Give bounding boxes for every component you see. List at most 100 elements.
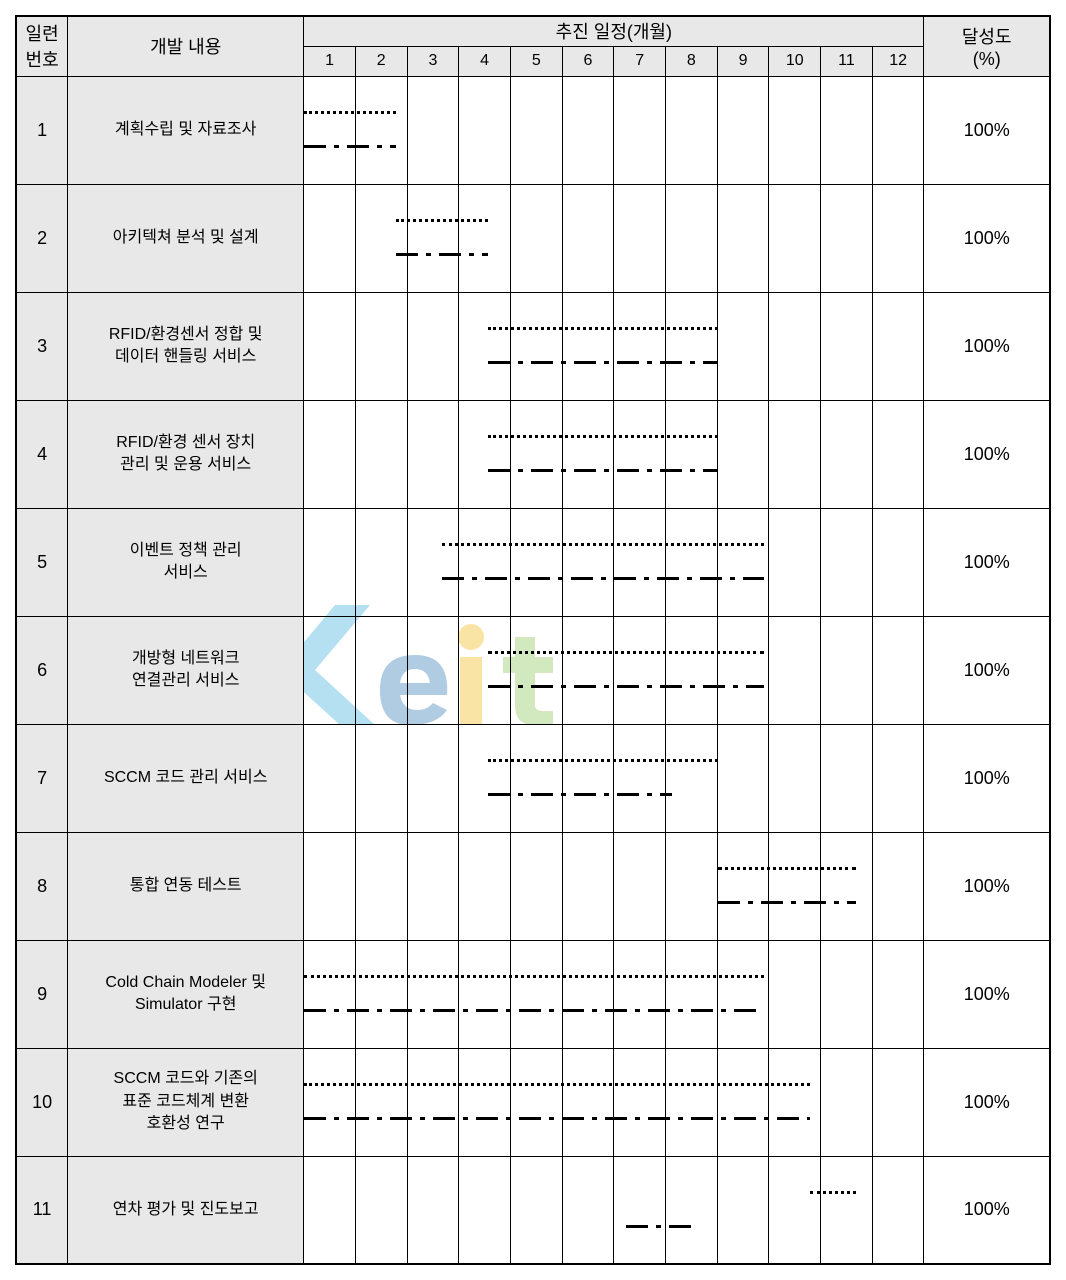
actual-bar-segment (463, 1009, 468, 1012)
row-description: 아키텍쳐 분석 및 설계 (68, 184, 304, 292)
row-number: 5 (16, 508, 68, 616)
actual-bar-segment (660, 685, 682, 688)
actual-bar-segment (561, 361, 566, 364)
actual-bar-segment (761, 901, 783, 904)
plan-bar (488, 651, 764, 654)
row-description: RFID/환경센서 정합 및데이터 핸들링 서비스 (68, 292, 304, 400)
actual-bar-segment (561, 793, 566, 796)
actual-bar-segment (721, 1117, 726, 1120)
actual-bar-segment (574, 361, 596, 364)
row-description: 이벤트 정책 관리서비스 (68, 508, 304, 616)
header-serial-no-label: 일련번호 (26, 24, 59, 70)
actual-bar-segment (476, 1117, 498, 1120)
actual-bar-segment (488, 685, 510, 688)
actual-bar-segment (506, 1117, 511, 1120)
actual-bar-segment (700, 577, 722, 580)
plan-bar (488, 435, 718, 438)
row-achievement: 100% (924, 508, 1050, 616)
actual-bar-segment (562, 1117, 584, 1120)
actual-bar-segment (515, 577, 520, 580)
actual-bar-segment (746, 685, 764, 688)
actual-bar-segment (734, 1009, 756, 1012)
actual-bar-segment (472, 577, 477, 580)
actual-bar-segment (518, 469, 523, 472)
actual-bar-segment (691, 1117, 713, 1120)
header-month-3: 3 (407, 46, 459, 76)
actual-bar-segment (485, 577, 507, 580)
plan-bar (304, 975, 764, 978)
actual-bar-segment (647, 685, 652, 688)
actual-bar-segment (764, 1117, 769, 1120)
actual-bar-segment (433, 1117, 455, 1120)
plan-bar (810, 1191, 856, 1194)
header-month-8: 8 (666, 46, 718, 76)
header-month-11: 11 (821, 46, 873, 76)
actual-bar-segment (549, 1009, 554, 1012)
actual-bar-segment (390, 145, 396, 148)
actual-bar-segment (519, 1009, 541, 1012)
table-body: 1계획수립 및 자료조사100%2아키텍쳐 분석 및 설계100%3RFID/환… (16, 76, 1050, 1264)
actual-bar-segment (562, 1009, 584, 1012)
actual-bar-segment (635, 1117, 640, 1120)
header-schedule-label: 추진 일정(개월) (556, 22, 672, 42)
actual-bar-segment (605, 1009, 627, 1012)
actual-bar-segment (734, 1117, 756, 1120)
actual-bar-segment (703, 469, 718, 472)
actual-bar-segment (390, 1117, 412, 1120)
row-description: Cold Chain Modeler 및Simulator 구현 (68, 940, 304, 1048)
actual-bar-segment (506, 1009, 511, 1012)
actual-bar-segment (733, 685, 738, 688)
actual-bar-segment (476, 1009, 498, 1012)
actual-bar-segment (690, 361, 695, 364)
table-row: 4RFID/환경 센서 장치관리 및 운용 서비스100% (16, 400, 1050, 508)
row-number: 6 (16, 616, 68, 724)
header-month-2: 2 (355, 46, 407, 76)
actual-bar-segment (574, 469, 596, 472)
actual-bar-segment (426, 253, 431, 256)
row-number: 9 (16, 940, 68, 1048)
actual-bar-segment (334, 145, 339, 148)
actual-bar-segment (748, 901, 753, 904)
header-achievement-label: 달성도(%) (962, 27, 1012, 69)
row-number: 8 (16, 832, 68, 940)
header-month-12: 12 (872, 46, 924, 76)
header-month-10: 10 (769, 46, 821, 76)
header-month-5: 5 (510, 46, 562, 76)
actual-bar-segment (347, 1117, 369, 1120)
row-description: 연차 평가 및 진도보고 (68, 1156, 304, 1264)
table-header: 일련번호 개발 내용 추진 일정(개월) 달성도(%) 123456789101… (16, 16, 1050, 76)
header-schedule: 추진 일정(개월) (304, 16, 924, 46)
actual-bar-segment (648, 1009, 670, 1012)
plan-bar (488, 327, 718, 330)
row-number: 4 (16, 400, 68, 508)
row-achievement: 100% (924, 1156, 1050, 1264)
table-row: 1계획수립 및 자료조사100% (16, 76, 1050, 184)
table-row: 2아키텍쳐 분석 및 설계100% (16, 184, 1050, 292)
actual-bar-segment (574, 685, 596, 688)
actual-bar-segment (518, 685, 523, 688)
row-description: 통합 연동 테스트 (68, 832, 304, 940)
table-row: 9Cold Chain Modeler 및Simulator 구현 100% (16, 940, 1050, 1048)
actual-bar-segment (626, 1225, 648, 1228)
actual-bar-segment (648, 1117, 670, 1120)
actual-bar-segment (804, 901, 826, 904)
actual-bar-segment (678, 1117, 683, 1120)
actual-bar-segment (334, 1009, 339, 1012)
row-achievement: 100% (924, 940, 1050, 1048)
actual-bar-segment (703, 361, 718, 364)
actual-bar-segment (617, 793, 639, 796)
table-row: 7SCCM 코드 관리 서비스100% (16, 724, 1050, 832)
actual-bar-segment (730, 577, 735, 580)
actual-bar-segment (687, 577, 692, 580)
row-achievement: 100% (924, 832, 1050, 940)
actual-bar-segment (396, 253, 418, 256)
actual-bar-segment (420, 1009, 425, 1012)
gantt-bar-area (304, 1156, 924, 1264)
table-row: 3RFID/환경센서 정합 및데이터 핸들링 서비스100% (16, 292, 1050, 400)
row-achievement: 100% (924, 292, 1050, 400)
plan-bar (304, 111, 396, 114)
actual-bar-segment (604, 361, 609, 364)
actual-bar-segment (604, 793, 609, 796)
actual-bar-segment (518, 793, 523, 796)
actual-bar-segment (847, 901, 856, 904)
